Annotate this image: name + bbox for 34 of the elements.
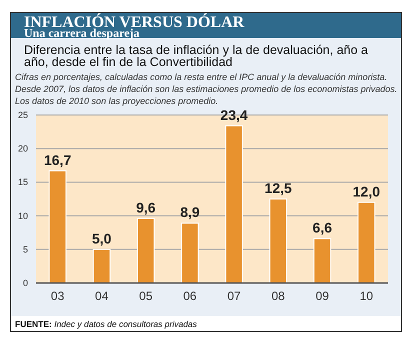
data-label: 9,6: [136, 199, 156, 216]
x-tick-label: 04: [95, 289, 109, 303]
bar: [92, 248, 111, 284]
bar: [358, 202, 376, 284]
x-tick-label: 08: [271, 289, 286, 303]
x-tick-label: 06: [183, 289, 197, 303]
y-tick-label: 25: [18, 110, 28, 120]
y-tick-label: 10: [18, 210, 28, 221]
y-tick-label: 15: [18, 177, 28, 188]
x-tick-label: 05: [139, 289, 153, 303]
x-tick-label: 07: [227, 289, 242, 303]
x-tick-label: 09: [316, 289, 330, 303]
data-label: 6,6: [312, 220, 332, 236]
y-tick-label: 5: [22, 244, 28, 254]
bar: [225, 125, 243, 284]
y-tick-label: 0: [22, 278, 28, 288]
bar: [48, 170, 66, 284]
bar: [136, 218, 155, 284]
bar: [269, 198, 288, 284]
source-note: FUENTE: Indec y datos de consultoras privadas: [15, 319, 198, 329]
data-label: 16,7: [44, 152, 72, 168]
x-tick-label: 03: [50, 289, 65, 303]
data-label: 5,0: [92, 230, 112, 246]
data-label: 12,5: [264, 180, 292, 196]
data-label: 23,4: [220, 106, 248, 123]
bar: [181, 222, 199, 284]
bar: [313, 238, 332, 284]
text: Diferencia entre la tasa de inflación y la de devaluación, año a año, desde el fin de la Convertibilidad: [24, 43, 368, 69]
data-label: 12,0: [352, 183, 380, 200]
text: Cifras en porcentajes, calculadas como la resta entre el IPC anual y la devaluación minorista. Desde 2007, los datos de inflación son las estimaciones promedio de los economistas privados. Los datos de 2010 son las proyecciones promedio.: [15, 72, 398, 106]
chart-subtitle: Una carrera despareja: [24, 26, 140, 40]
y-tick-label: 20: [18, 144, 28, 154]
data-label: 8,9: [180, 204, 200, 220]
x-tick-label: 10: [360, 289, 374, 303]
